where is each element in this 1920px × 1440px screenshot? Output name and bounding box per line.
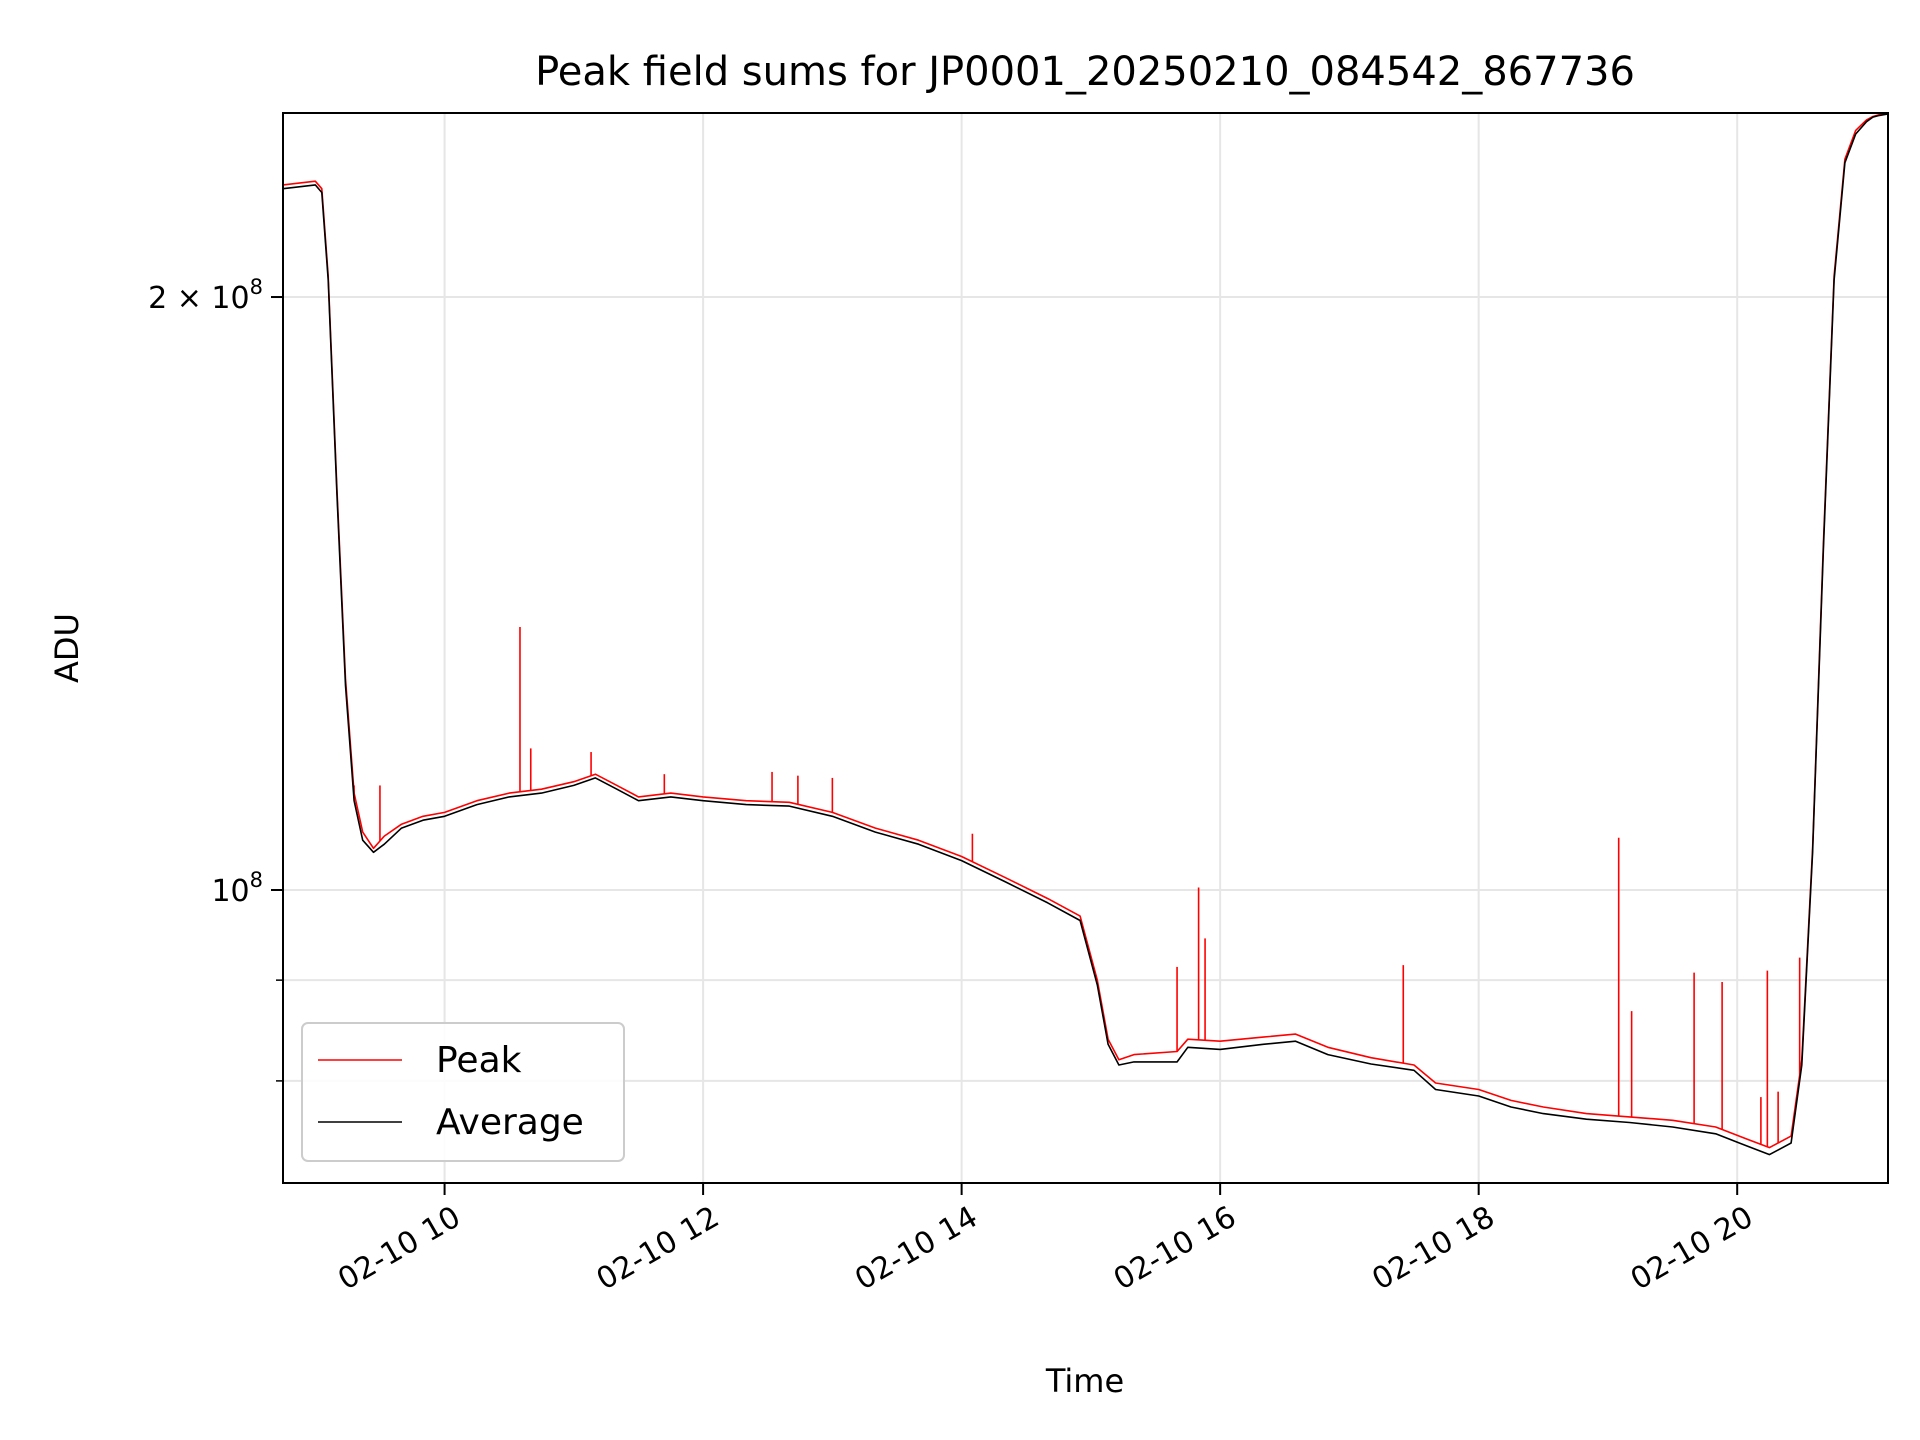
chart-title: Peak field sums for JP0001_20250210_0845…	[535, 49, 1635, 95]
legend-label-average: Average	[436, 1102, 584, 1143]
grid	[283, 113, 1888, 1183]
legend-box	[301, 1022, 625, 1162]
series-line-average	[282, 113, 1889, 1156]
y-axis-title: ADU	[48, 613, 86, 683]
y-tick-label: 2 × 108	[148, 275, 263, 316]
peak-spikes	[353, 626, 1801, 1147]
y-tick-label: 108	[211, 868, 263, 909]
series-layer	[282, 112, 1889, 1156]
legend-label-peak: Peak	[436, 1040, 522, 1081]
series-line-peak	[282, 112, 1889, 1149]
y-axis: 108 2 × 108	[148, 275, 283, 1082]
x-axis-title: Time	[1045, 1362, 1124, 1400]
legend: Peak Average	[301, 1022, 625, 1162]
plot-area-frame	[282, 112, 1889, 1184]
